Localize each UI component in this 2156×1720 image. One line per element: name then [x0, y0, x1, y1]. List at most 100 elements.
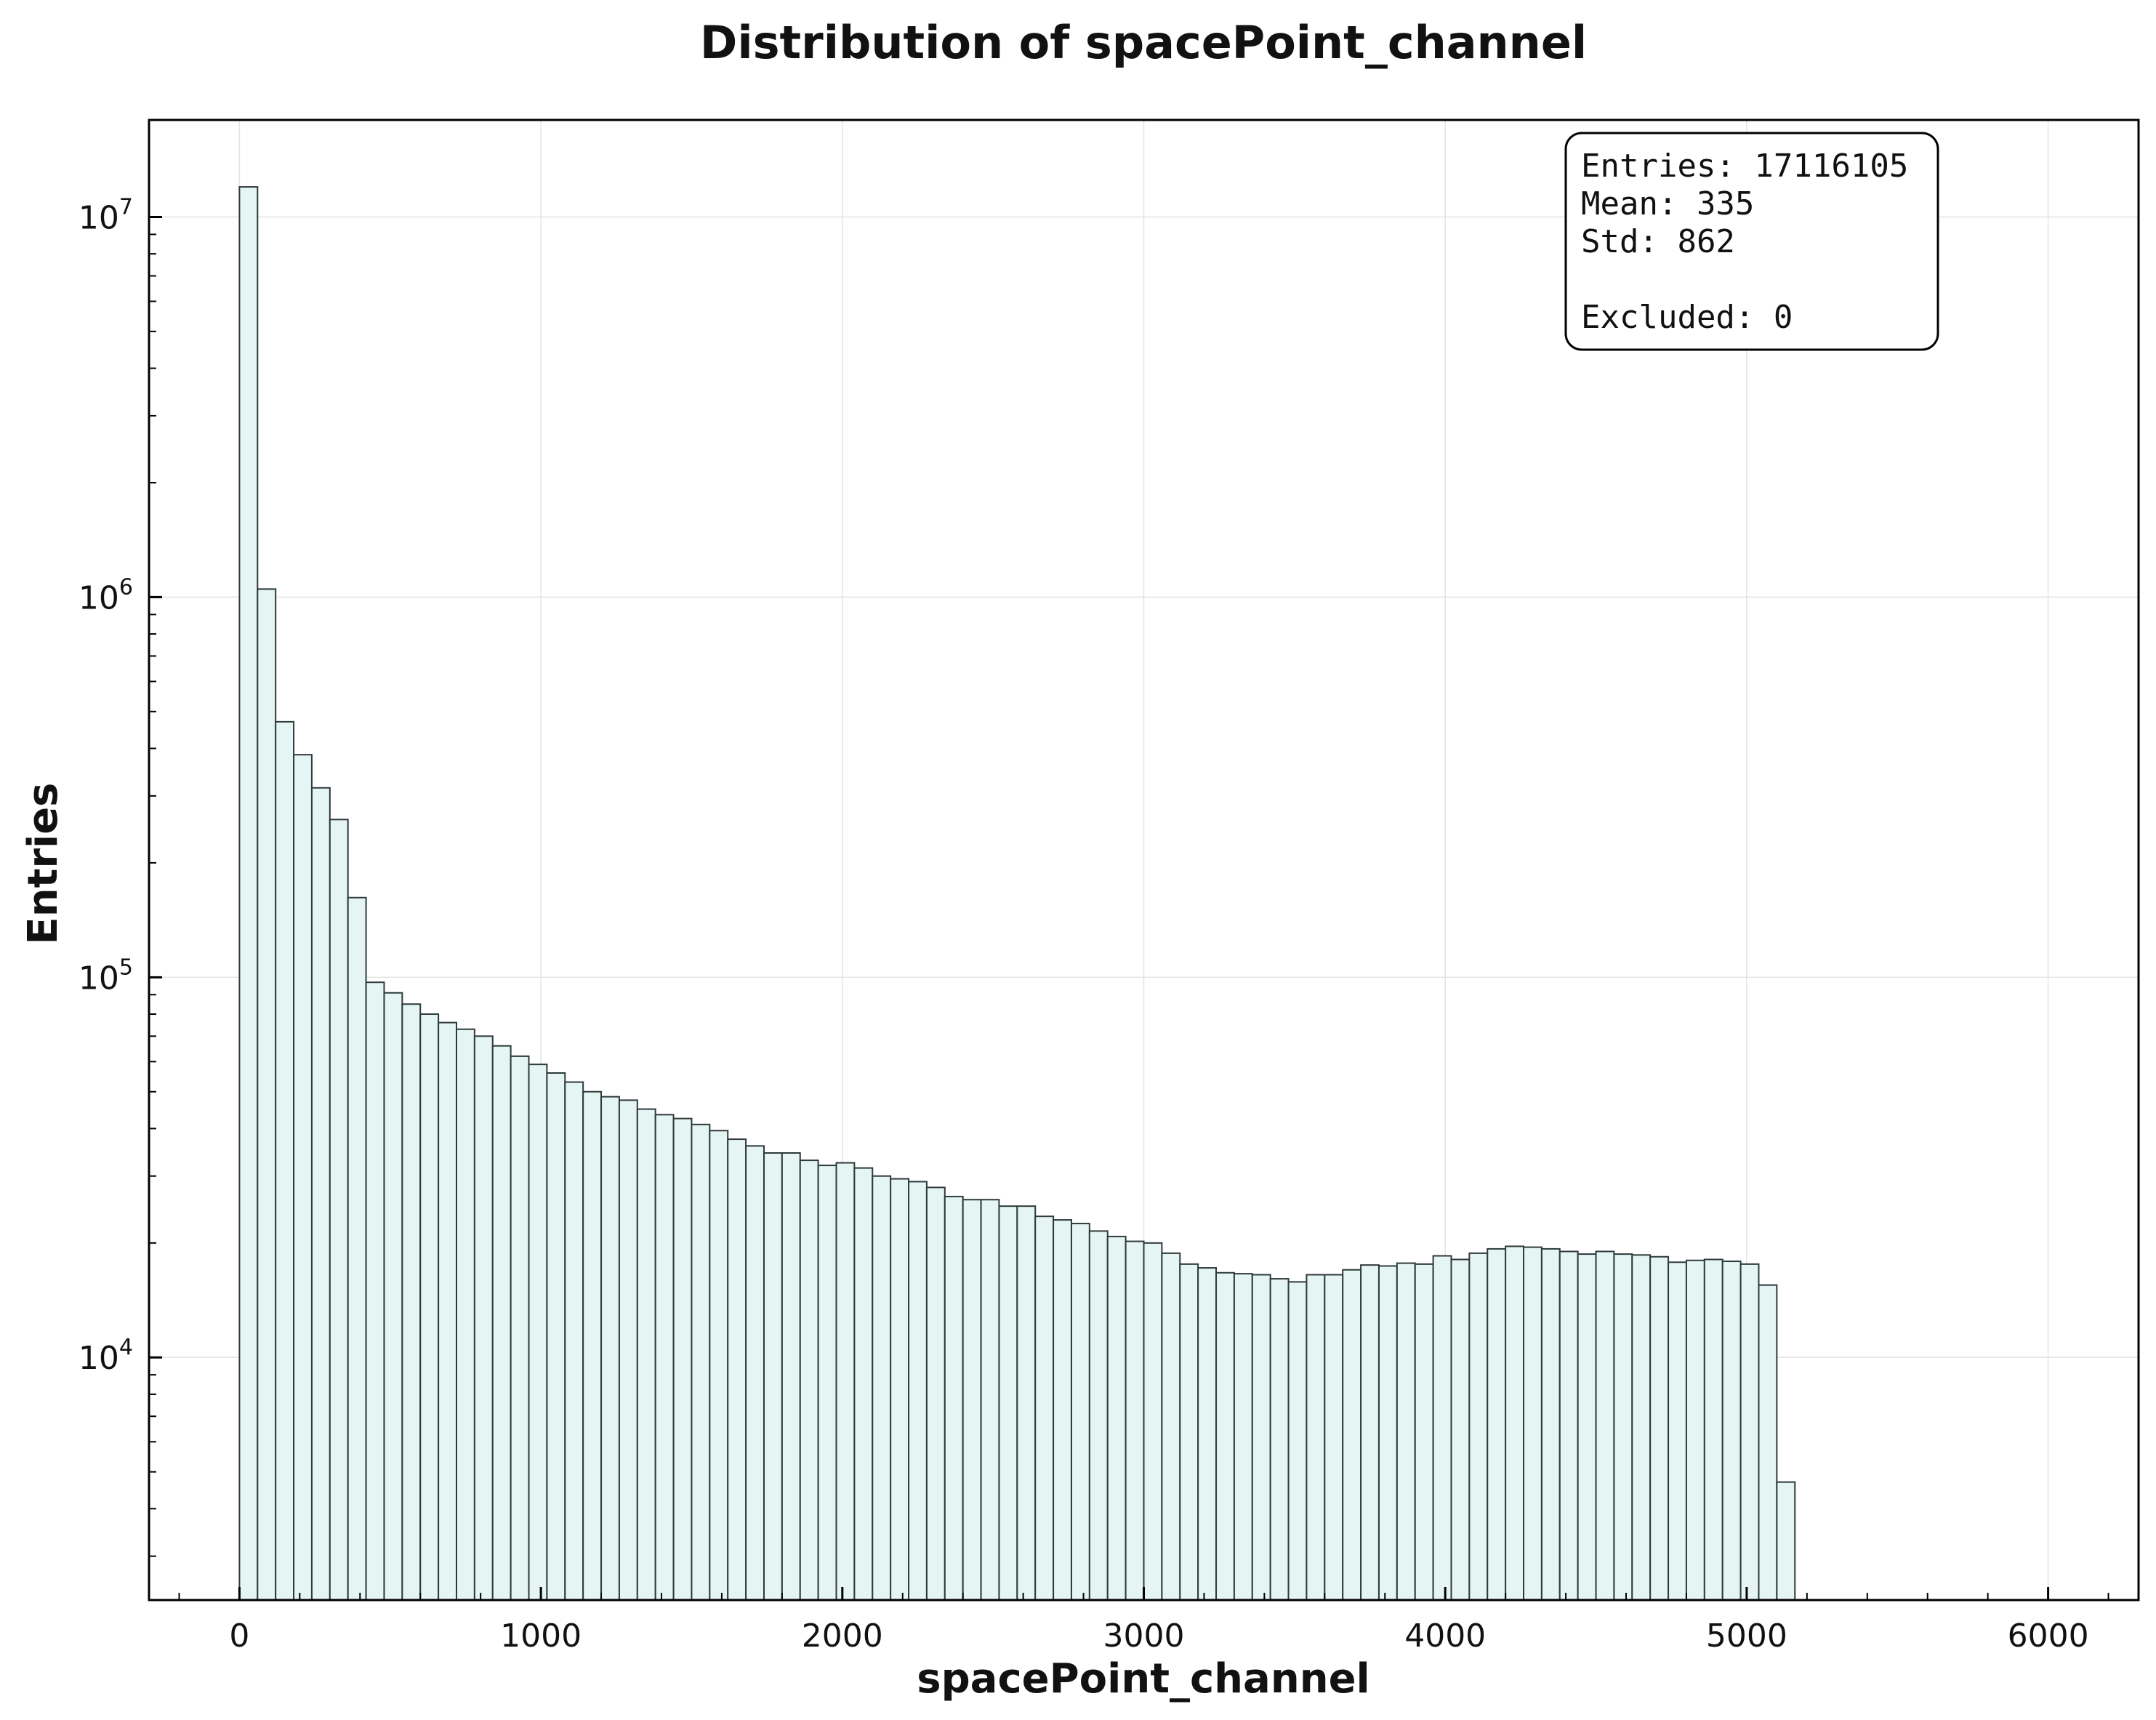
histogram-bar: [618, 1099, 638, 1602]
stats-box-frame: [1564, 132, 1939, 351]
histogram-bar: [1215, 1271, 1235, 1601]
y-axis-label: Entries: [20, 782, 67, 944]
histogram-bar: [672, 1117, 693, 1601]
histogram-bar: [1739, 1263, 1760, 1601]
histogram-bar: [329, 819, 349, 1601]
stats-entries: Entries: 17116105: [1581, 148, 1908, 185]
histogram-bar: [419, 1013, 440, 1602]
stats-box: Entries: 17116105 Mean: 335 Std: 862 Exc…: [1564, 132, 1939, 351]
histogram-bar: [438, 1021, 457, 1601]
grid-lines: [149, 120, 2139, 1600]
histogram-bar: [257, 588, 277, 1601]
histogram-bar: [1179, 1263, 1199, 1601]
histogram-bar: [925, 1186, 946, 1601]
histogram-bar: [1758, 1284, 1778, 1601]
y-tick-label: 104: [79, 1335, 133, 1377]
histogram-bar: [1016, 1205, 1037, 1601]
histogram-bar: [1269, 1278, 1290, 1601]
histogram-bar: [1106, 1235, 1127, 1602]
histogram-bar: [908, 1181, 928, 1601]
histogram-bar: [1070, 1223, 1090, 1601]
histogram-bar: [1631, 1254, 1652, 1602]
histogram-bar: [799, 1160, 819, 1601]
histogram-bar: [636, 1108, 656, 1601]
histogram-bar: [998, 1205, 1018, 1601]
histogram-bar: [365, 981, 385, 1601]
histogram-bar: [835, 1162, 856, 1601]
histogram-bar: [1776, 1481, 1796, 1601]
histogram-bar: [1540, 1247, 1561, 1602]
x-axis-label: spacePoint_channel: [917, 1655, 1370, 1703]
histogram-bar: [401, 1003, 422, 1601]
histogram-bar: [1468, 1252, 1489, 1601]
histogram-bar: [1034, 1215, 1055, 1601]
histogram-bar: [582, 1090, 603, 1601]
stats-excluded: Excluded: 0: [1581, 299, 1793, 336]
histogram-bar: [383, 992, 403, 1602]
histogram-bar: [1523, 1246, 1542, 1601]
axis-ticks: 0 1000 2000 3000 4000 5000 6000 104 105 106 107: [79, 194, 2109, 1655]
histogram-bar: [1668, 1261, 1687, 1602]
histogram-bar: [310, 787, 331, 1601]
histogram-bar: [1685, 1259, 1705, 1602]
x-tick-label: 2000: [802, 1617, 883, 1655]
histogram-bar: [1414, 1263, 1434, 1601]
histogram-bar: [1233, 1273, 1253, 1602]
histogram-bar: [1487, 1247, 1507, 1602]
histogram-bar: [763, 1152, 783, 1601]
histogram-bar: [654, 1114, 675, 1601]
stats-mean: Mean: 335: [1581, 185, 1754, 222]
histogram-bar: [1613, 1253, 1633, 1601]
histogram-bar: [781, 1152, 801, 1601]
histogram-bar: [1396, 1262, 1416, 1602]
histogram-bar: [1450, 1258, 1471, 1602]
histogram-bar: [528, 1064, 548, 1601]
y-tick-label: 105: [79, 955, 133, 997]
histogram-bar: [564, 1081, 584, 1601]
stats-std: Std: 862: [1581, 223, 1735, 260]
histogram-bar: [1377, 1265, 1398, 1601]
histogram-bar: [872, 1175, 892, 1602]
histogram-bar: [473, 1035, 494, 1602]
x-tick-label: 0: [229, 1617, 249, 1655]
histogram-bar: [238, 186, 259, 1602]
histogram-bar: [1577, 1253, 1597, 1601]
histogram-bar: [510, 1055, 530, 1601]
x-tick-label: 6000: [2008, 1617, 2089, 1655]
histogram-bar: [1125, 1240, 1145, 1601]
histogram-bar: [691, 1123, 711, 1601]
histogram-bar: [745, 1145, 765, 1601]
histogram-bar: [1287, 1281, 1308, 1601]
histogram-bar: [1721, 1261, 1742, 1601]
histogram-bar: [1306, 1274, 1326, 1601]
histogram-bar: [817, 1165, 837, 1601]
histogram-bar: [962, 1199, 982, 1601]
histogram-bar: [727, 1138, 747, 1601]
histogram-bar: [709, 1130, 729, 1601]
histogram-bar: [455, 1028, 475, 1601]
histogram-bar: [1161, 1252, 1181, 1601]
histogram-bar: [890, 1178, 910, 1602]
histogram-bar: [1432, 1255, 1452, 1602]
histogram-bar: [1053, 1219, 1072, 1601]
y-tick-label: 107: [79, 194, 133, 236]
histogram-bar: [853, 1167, 874, 1601]
histogram-bar: [1558, 1250, 1579, 1601]
histogram-bar: [546, 1072, 566, 1602]
histogram-bar: [1324, 1274, 1344, 1601]
x-tick-label: 3000: [1103, 1617, 1185, 1655]
histogram-bar: [293, 754, 313, 1601]
histogram-bar: [1251, 1274, 1271, 1601]
y-tick-label: 106: [79, 574, 133, 616]
plot-frame: [148, 118, 2140, 1602]
chart-title: Distribution of spacePoint_channel: [700, 16, 1587, 69]
histogram-bar: [1649, 1255, 1670, 1601]
histogram-bar: [1595, 1250, 1615, 1601]
x-tick-label: 1000: [500, 1617, 582, 1655]
histogram-bar: [944, 1195, 964, 1601]
histogram-bar: [1703, 1258, 1723, 1602]
histogram-bar: [1088, 1230, 1109, 1601]
x-tick-label: 5000: [1706, 1617, 1787, 1655]
histogram-bar: [1197, 1267, 1218, 1601]
histogram-bar: [1505, 1245, 1525, 1601]
